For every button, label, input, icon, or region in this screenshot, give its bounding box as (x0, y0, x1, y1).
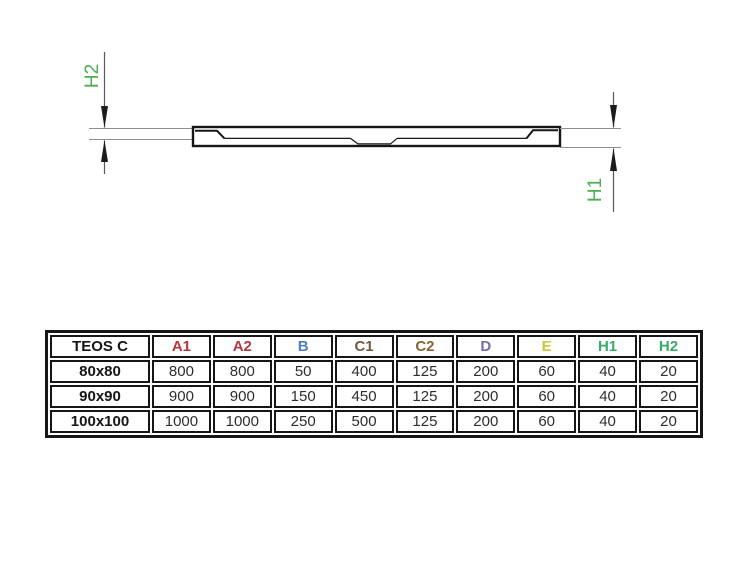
value-cell-90x90-a2: 900 (212, 385, 272, 408)
value-cell-90x90-b: 150 (273, 385, 333, 408)
tray-drain-recess (350, 137, 398, 145)
h1-arrow-up-icon (610, 148, 617, 171)
size-cell-80x80: 80x80 (50, 360, 150, 383)
size-cell-90x90: 90x90 (50, 385, 150, 408)
value-cell-90x90-h1: 40 (578, 385, 637, 408)
tray-rim-right (525, 129, 558, 140)
h2-dimension: H2 (82, 52, 193, 174)
h1-dimension: H1 (560, 92, 621, 212)
value-cell-80x80-b: 50 (273, 360, 333, 383)
tray-profile (191, 125, 562, 148)
value-cell-90x90-a1: 900 (152, 385, 211, 408)
column-header-c2: C2 (395, 335, 455, 358)
h2-dimension-label: H2 (82, 64, 103, 88)
value-cell-100x100-h2: 20 (639, 410, 698, 433)
tray-outline (191, 125, 562, 148)
value-cell-80x80-h1: 40 (578, 360, 637, 383)
tray-rim-left (195, 129, 226, 140)
value-cell-100x100-h1: 40 (578, 410, 637, 433)
dimension-table-body: TEOS C A1 A2 B C1 C2 D E H1 H2 80x80 800 800 50 400 125… (50, 335, 698, 433)
h1-arrow-down-icon (610, 105, 617, 128)
corner-header-cell: TEOS C (50, 335, 150, 358)
value-cell-80x80-c1: 400 (334, 360, 394, 383)
value-cell-100x100-e: 60 (517, 410, 577, 433)
table-row-100x100: 100x100 1000 1000 250 500 125 200 60 40 20 (50, 410, 698, 433)
value-cell-100x100-c1: 500 (334, 410, 394, 433)
column-header-b: B (273, 335, 333, 358)
value-cell-100x100-a1: 1000 (152, 410, 211, 433)
column-header-a1: A1 (152, 335, 211, 358)
cross-section-svg: H2 H1 (82, 52, 621, 212)
column-header-h1: H1 (578, 335, 637, 358)
value-cell-80x80-h2: 20 (639, 360, 698, 383)
size-cell-100x100: 100x100 (50, 410, 150, 433)
value-cell-100x100-d: 200 (456, 410, 516, 433)
value-cell-80x80-a1: 800 (152, 360, 211, 383)
tray-cross-section-diagram: H2 H1 (82, 52, 621, 212)
column-header-h2: H2 (639, 335, 698, 358)
column-header-c1: C1 (334, 335, 394, 358)
column-header-a2: A2 (212, 335, 272, 358)
table-row-90x90: 90x90 900 900 150 450 125 200 60 40 20 (50, 385, 698, 408)
h2-arrow-down-icon (101, 106, 108, 128)
table-row-80x80: 80x80 800 800 50 400 125 200 60 40 20 (50, 360, 698, 383)
h1-dimension-label: H1 (585, 178, 606, 202)
dimension-table: TEOS C A1 A2 B C1 C2 D E H1 H2 80x80 800 800 50 400 125… (45, 330, 703, 438)
value-cell-90x90-e: 60 (517, 385, 577, 408)
value-cell-100x100-b: 250 (273, 410, 333, 433)
value-cell-80x80-d: 200 (456, 360, 516, 383)
column-header-d: D (456, 335, 516, 358)
value-cell-80x80-e: 60 (517, 360, 577, 383)
value-cell-100x100-a2: 1000 (212, 410, 272, 433)
value-cell-90x90-d: 200 (456, 385, 516, 408)
value-cell-100x100-c2: 125 (395, 410, 455, 433)
header-row: TEOS C A1 A2 B C1 C2 D E H1 H2 (50, 335, 698, 358)
dimension-table-container: TEOS C A1 A2 B C1 C2 D E H1 H2 80x80 800 800 50 400 125… (45, 330, 703, 438)
value-cell-90x90-h2: 20 (639, 385, 698, 408)
value-cell-80x80-c2: 125 (395, 360, 455, 383)
h2-arrow-up-icon (101, 140, 108, 162)
value-cell-80x80-a2: 800 (212, 360, 272, 383)
value-cell-90x90-c2: 125 (395, 385, 455, 408)
value-cell-90x90-c1: 450 (334, 385, 394, 408)
column-header-e: E (517, 335, 577, 358)
